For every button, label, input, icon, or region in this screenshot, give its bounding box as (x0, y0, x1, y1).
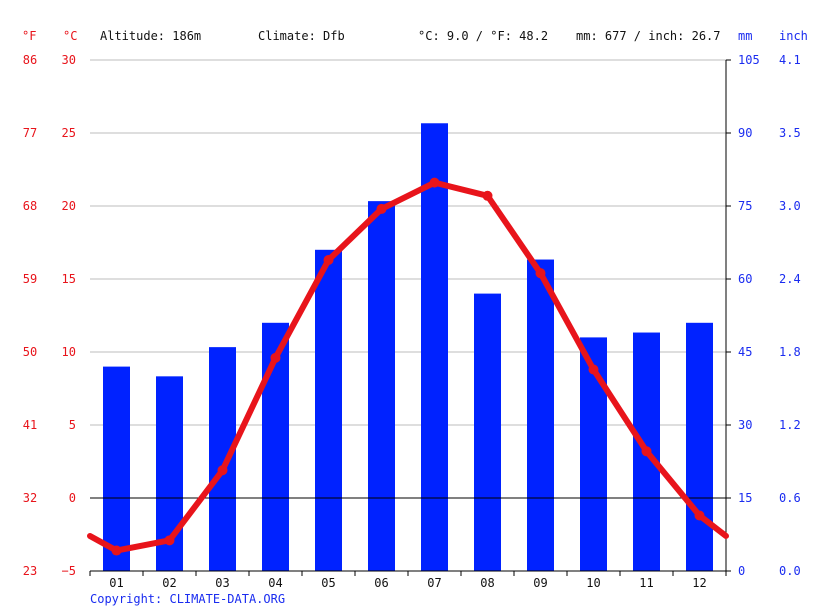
copyright-text: Copyright: CLIMATE-DATA.ORG (90, 592, 285, 606)
x-tick-label: 03 (215, 576, 229, 590)
x-tick-label: 12 (692, 576, 706, 590)
precipitation-bar-03 (209, 347, 236, 571)
y-tick-celsius: 15 (62, 272, 76, 286)
x-tick-label: 10 (586, 576, 600, 590)
y-tick-celsius: 20 (62, 199, 76, 213)
unit-inch-label: inch (779, 29, 808, 43)
y-tick-celsius: 10 (62, 345, 76, 359)
temperature-point-01 (111, 545, 122, 556)
y-tick-mm: 105 (738, 53, 760, 67)
unit-fahrenheit-label: °F (22, 29, 36, 43)
x-tick-label: 07 (427, 576, 441, 590)
x-tick-label: 01 (109, 576, 123, 590)
precipitation-total-label: mm: 677 / inch: 26.7 (576, 29, 721, 43)
temperature-line (87, 177, 729, 556)
y-tick-fahrenheit: 68 (23, 199, 37, 213)
x-tick-label: 05 (321, 576, 335, 590)
temperature-point-07 (429, 177, 440, 188)
y-tick-celsius: −5 (62, 564, 76, 578)
y-tick-inch: 1.2 (779, 418, 801, 432)
y-tick-fahrenheit: 41 (23, 418, 37, 432)
y-tick-mm: 75 (738, 199, 752, 213)
tick-labels: 23 −5 0 0.0 32 0 15 0.6 41 5 30 1.2 50 10 45 1.8 59 15 60 2… (23, 53, 801, 590)
y-tick-mm: 0 (738, 564, 745, 578)
precipitation-bar-09 (527, 259, 554, 571)
y-tick-celsius: 5 (69, 418, 76, 432)
temperature-point-05 (323, 255, 334, 266)
temperature-point-09 (535, 268, 546, 279)
y-tick-fahrenheit: 23 (23, 564, 37, 578)
y-tick-inch: 0.6 (779, 491, 801, 505)
axes (89, 59, 731, 576)
y-tick-celsius: 25 (62, 126, 76, 140)
temperature-point-03 (217, 465, 228, 476)
x-tick-label: 08 (480, 576, 494, 590)
y-tick-celsius: 0 (69, 491, 76, 505)
precipitation-bar-08 (474, 293, 501, 571)
temperature-point-06 (376, 203, 387, 214)
precipitation-bar-01 (103, 366, 130, 571)
y-tick-mm: 45 (738, 345, 752, 359)
unit-mm-label: mm (738, 29, 752, 43)
y-tick-mm: 90 (738, 126, 752, 140)
temperature-point-10 (588, 364, 599, 375)
y-tick-inch: 3.5 (779, 126, 801, 140)
temperature-point-11 (641, 446, 652, 457)
temperature-point-08 (482, 190, 493, 201)
x-tick-label: 06 (374, 576, 388, 590)
climate-label: Climate: Dfb (258, 29, 345, 43)
y-tick-fahrenheit: 59 (23, 272, 37, 286)
y-tick-fahrenheit: 32 (23, 491, 37, 505)
y-tick-inch: 1.8 (779, 345, 801, 359)
temperature-series-line (87, 179, 729, 554)
x-tick-label: 11 (639, 576, 653, 590)
x-tick-label: 02 (162, 576, 176, 590)
precipitation-bar-07 (421, 123, 448, 572)
precipitation-bar-12 (686, 322, 713, 571)
precipitation-bar-10 (580, 337, 607, 571)
grid-lines (90, 59, 726, 426)
y-tick-celsius: 30 (62, 53, 76, 67)
precipitation-bars (103, 123, 713, 572)
y-tick-inch: 3.0 (779, 199, 801, 213)
y-tick-inch: 0.0 (779, 564, 801, 578)
x-tick-label: 09 (533, 576, 547, 590)
y-tick-fahrenheit: 77 (23, 126, 37, 140)
temperature-point-12 (694, 510, 705, 521)
precipitation-bar-06 (368, 201, 395, 571)
y-tick-fahrenheit: 50 (23, 345, 37, 359)
y-tick-mm: 60 (738, 272, 752, 286)
altitude-label: Altitude: 186m (100, 29, 201, 43)
temperature-point-02 (164, 535, 175, 546)
x-tick-label: 04 (268, 576, 282, 590)
y-tick-fahrenheit: 86 (23, 53, 37, 67)
y-tick-mm: 30 (738, 418, 752, 432)
y-tick-mm: 15 (738, 491, 752, 505)
y-tick-inch: 4.1 (779, 53, 801, 67)
y-tick-inch: 2.4 (779, 272, 801, 286)
temperature-point-04 (270, 352, 281, 363)
precipitation-bar-05 (315, 249, 342, 572)
unit-celsius-label: °C (63, 29, 77, 43)
temperature-average-label: °C: 9.0 / °F: 48.2 (418, 29, 548, 43)
